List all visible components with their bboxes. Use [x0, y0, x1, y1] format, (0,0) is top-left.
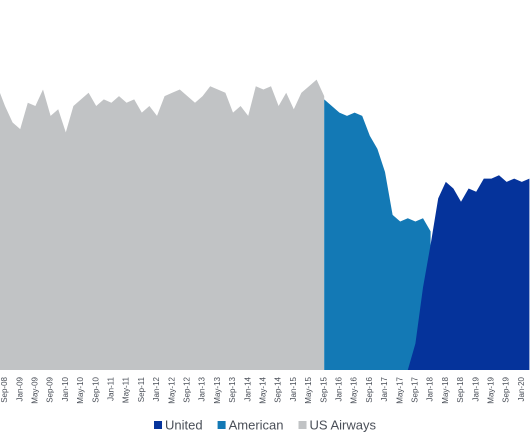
- x-tick-label: Sep-13: [228, 376, 237, 402]
- x-tick-label: Jan-13: [198, 376, 207, 401]
- x-tick-label: May-19: [487, 376, 496, 403]
- x-tick-label: May-16: [350, 376, 359, 403]
- x-tick-label: Jan-14: [243, 376, 252, 401]
- x-tick-label: May-13: [213, 376, 222, 403]
- x-tick-label: Sep-10: [91, 376, 100, 402]
- x-tick-label: Jan-12: [152, 376, 161, 401]
- x-tick-label: Jan-16: [335, 376, 344, 401]
- x-tick-label: May-17: [395, 376, 404, 403]
- x-tick-label: May-14: [259, 376, 268, 403]
- x-tick-label: Jan-17: [380, 376, 389, 401]
- x-tick-label: Jan-20: [517, 376, 526, 401]
- x-tick-label: Jan-19: [471, 376, 480, 401]
- x-tick-label: Sep-16: [365, 376, 374, 402]
- area: [407, 175, 530, 370]
- legend-swatch: [154, 421, 163, 429]
- x-tick-label: May-10: [76, 376, 85, 403]
- x-tick-label: Sep-12: [183, 376, 192, 402]
- x-tick-label: Sep-09: [46, 376, 55, 402]
- legend-swatch: [298, 421, 307, 429]
- x-tick-label: May-09: [31, 376, 40, 403]
- x-tick-label: Sep-11: [137, 376, 146, 402]
- area: [0, 79, 325, 370]
- x-tick-label: Sep-08: [0, 376, 9, 402]
- legend-label: American: [229, 417, 284, 432]
- legend-label: US Airways: [310, 417, 377, 432]
- x-tick-label: May-15: [304, 376, 313, 403]
- legend-swatch: [217, 421, 226, 429]
- area: [324, 99, 431, 371]
- x-tick-label: Jan-18: [426, 376, 435, 401]
- x-tick-label: Sep-17: [411, 376, 420, 402]
- x-tick-label: May-12: [167, 376, 176, 403]
- x-tick-label: Sep-14: [274, 376, 283, 402]
- x-tick-label: Jan-15: [289, 376, 298, 401]
- x-tick-label: Jan-11: [107, 376, 116, 400]
- x-tick-label: Jan-10: [61, 376, 70, 401]
- x-tick-label: Jan-09: [15, 376, 24, 401]
- x-tick-label: May-11: [122, 376, 131, 403]
- legend-label: United: [165, 417, 203, 432]
- x-tick-label: Sep-19: [502, 376, 511, 402]
- x-tick-label: Sep-15: [319, 376, 328, 402]
- x-tick-label: May-18: [441, 376, 450, 403]
- x-tick-label: Sep-18: [456, 376, 465, 402]
